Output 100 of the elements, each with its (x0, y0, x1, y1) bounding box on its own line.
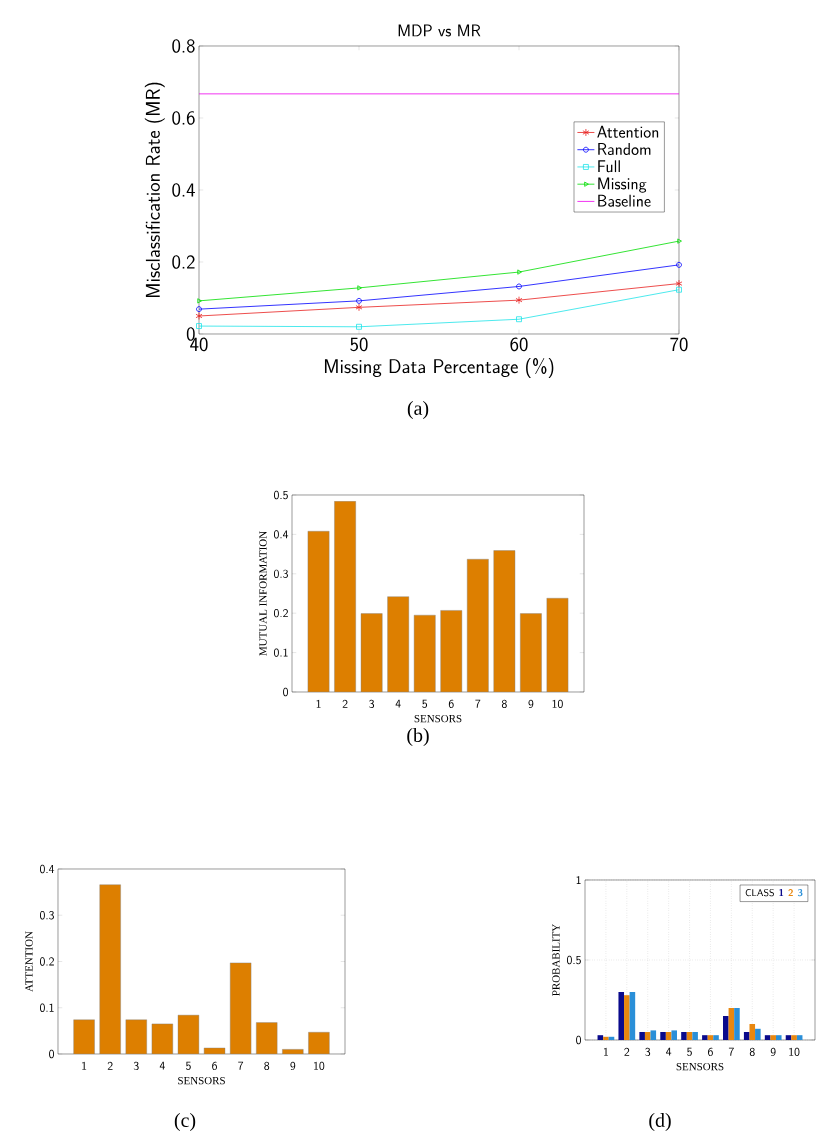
bar (650, 1030, 657, 1040)
bar (764, 1035, 771, 1040)
y-tick-label: 0 (576, 1035, 581, 1045)
bar (230, 962, 252, 1054)
legend-label: Random (598, 143, 651, 155)
y-tick-label: 0.5 (567, 955, 581, 965)
bar (755, 1028, 761, 1040)
bar (151, 1023, 173, 1054)
y-tick-label: 0.4 (274, 530, 289, 539)
x-tick-label: 10 (789, 1047, 800, 1057)
legend-label: Baseline (598, 194, 651, 207)
y-tick-label: 0.2 (172, 255, 195, 269)
chart-title: MDP vs MR (398, 24, 481, 37)
x-tick-label: 7 (475, 699, 481, 708)
bar (467, 559, 489, 692)
x-tick-label: 4 (159, 1061, 165, 1070)
y-axis-title: ATTENTION (25, 931, 33, 992)
y-tick-label: 0 (49, 1049, 54, 1059)
point (196, 323, 202, 329)
x-tick-label: 60 (510, 337, 528, 352)
text: (d) (649, 1112, 671, 1132)
x-tick-label: 4 (395, 699, 401, 708)
x-tick-label: 4 (666, 1047, 672, 1056)
x-axis-title: SENSORS (676, 1062, 724, 1071)
bar (639, 1031, 645, 1040)
bar (177, 1014, 200, 1054)
bar (728, 1007, 735, 1040)
bar (546, 598, 569, 692)
text: 3 (797, 888, 803, 897)
text: (c) (174, 1112, 196, 1132)
y-tick-label: 0.2 (274, 609, 288, 618)
y-tick-label: 1 (576, 875, 581, 885)
x-tick-label: 2 (107, 1061, 113, 1070)
x-tick-label: 7 (728, 1047, 734, 1056)
bar (73, 1019, 95, 1054)
bar (723, 1015, 729, 1040)
bar (785, 1035, 792, 1040)
y-tick-label: 0.4 (40, 864, 55, 874)
y-axis-title: Misclassification Rate (MR) (144, 82, 165, 298)
point (515, 296, 523, 305)
legend-title: CLASS (745, 888, 774, 897)
x-tick-label: 9 (290, 1061, 296, 1071)
bar (256, 1022, 278, 1054)
line-series (196, 286, 682, 330)
bar (629, 991, 636, 1040)
x-tick-label: 5 (687, 1047, 692, 1056)
y-tick-label: 0.3 (274, 569, 288, 578)
bar (624, 995, 630, 1040)
x-tick-label: 10 (314, 1061, 325, 1071)
point (356, 323, 362, 330)
bar (681, 1031, 687, 1040)
y-tick-label: 0.6 (172, 111, 195, 125)
point (516, 316, 522, 323)
point (355, 303, 363, 312)
x-tick-label: 2 (342, 699, 348, 708)
bar (707, 1035, 714, 1040)
bar (671, 1030, 677, 1040)
y-axis-title: PROBABILITY (552, 924, 560, 996)
bar (644, 1031, 651, 1040)
legend-label: Missing (598, 177, 647, 193)
x-tick-label: 9 (770, 1047, 776, 1057)
legend-label: Attention (597, 125, 659, 138)
text: (a) (407, 400, 429, 420)
point (357, 285, 362, 291)
x-axis-title: SENSORS (178, 1076, 225, 1085)
x-tick-label: 3 (645, 1047, 651, 1057)
x-tick-label: 5 (422, 699, 428, 708)
point (675, 279, 683, 288)
bar (360, 613, 383, 692)
x-tick-label: 50 (350, 337, 368, 352)
bar (413, 614, 436, 692)
x-tick-label: 1 (316, 699, 321, 708)
bar (334, 501, 356, 692)
bar (308, 1032, 330, 1054)
x-tick-label: 1 (82, 1061, 87, 1070)
bar (203, 1047, 226, 1054)
bar (125, 1019, 147, 1054)
point (676, 286, 682, 293)
point (516, 283, 522, 290)
bar (796, 1035, 803, 1040)
legend-label: Full (598, 160, 620, 173)
bar (734, 1007, 740, 1040)
x-tick-label: 6 (448, 699, 454, 709)
x-tick-label: 1 (604, 1047, 608, 1056)
y-tick-label: 0.4 (172, 183, 195, 197)
bar (597, 1035, 604, 1040)
point (517, 269, 522, 275)
x-axis-title: SENSORS (414, 714, 462, 723)
y-tick-label: 0.1 (274, 648, 288, 657)
bar (520, 613, 542, 692)
x-tick-label: 7 (238, 1061, 244, 1070)
x-tick-label: 3 (133, 1061, 139, 1071)
bar (660, 1031, 666, 1040)
y-tick-label: 0 (283, 687, 288, 697)
bar (749, 1023, 756, 1040)
y-axis-title: MUTUAL INFORMATION (259, 531, 267, 656)
bar (282, 1049, 304, 1054)
point (195, 312, 203, 320)
x-tick-label: 70 (670, 337, 688, 352)
y-tick-label: 0.3 (40, 911, 54, 920)
